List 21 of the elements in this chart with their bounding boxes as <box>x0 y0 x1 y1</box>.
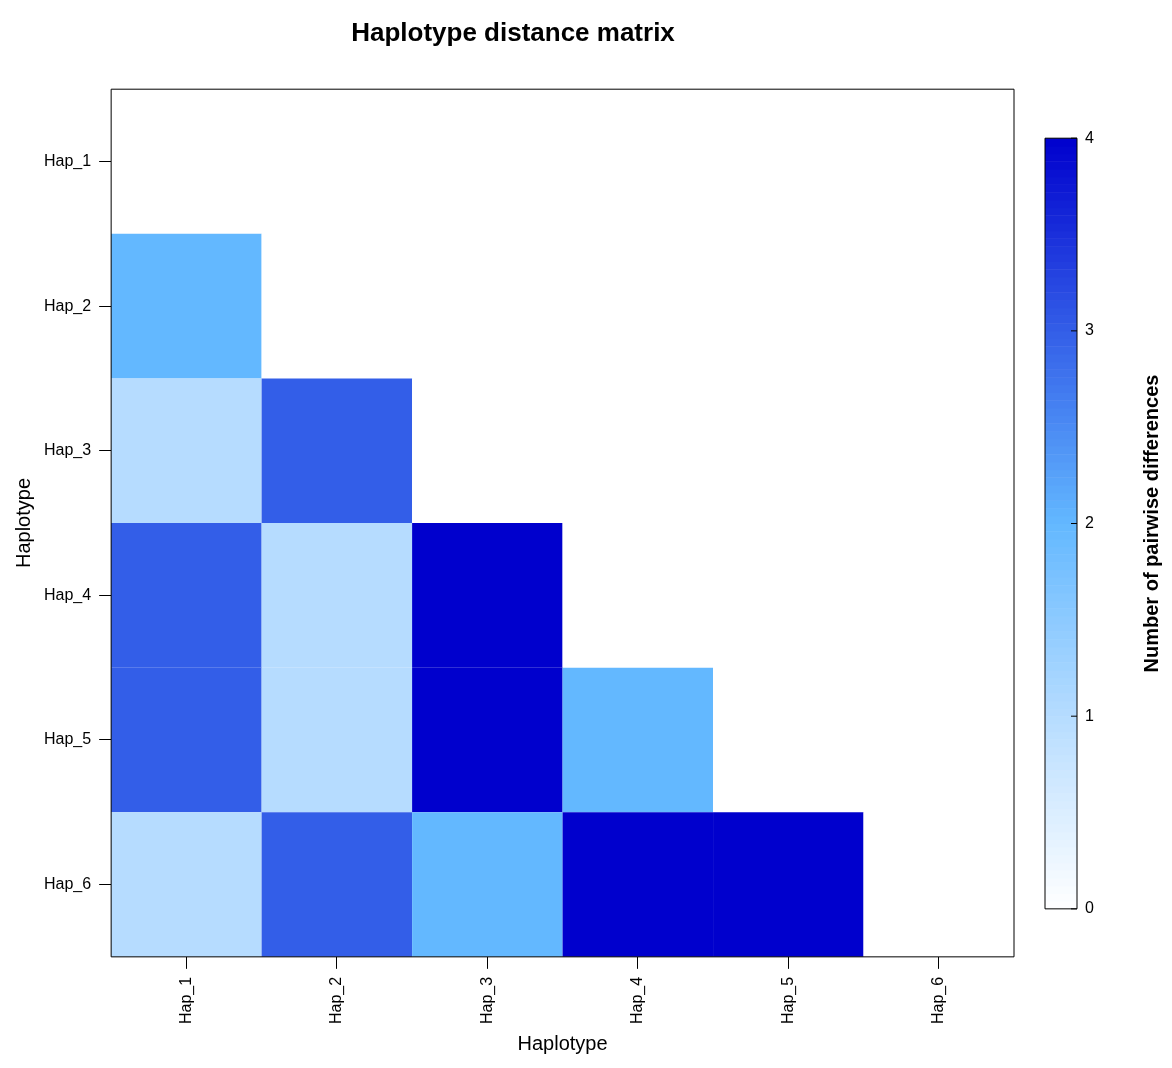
x-tick-label: Hap_1 <box>176 976 195 1025</box>
x-axis-title: Haplotype <box>517 1031 608 1054</box>
color-bar-title: Number of pairwise differences <box>1139 374 1162 673</box>
color-bar-label: 0 <box>1085 899 1094 917</box>
y-tick-label: Hap_3 <box>43 441 92 460</box>
color-bar-label: 4 <box>1085 128 1094 146</box>
y-axis-title: Haplotype <box>11 477 34 569</box>
x-tick-label: Hap_4 <box>628 976 647 1025</box>
y-tick-label: Hap_5 <box>43 730 92 749</box>
y-tick-label: Hap_2 <box>43 296 92 315</box>
color-bar-label: 3 <box>1085 321 1094 339</box>
chart-title: Haplotype distance matrix <box>351 16 676 47</box>
x-tick-label: Hap_3 <box>477 976 496 1025</box>
color-bar-label: 1 <box>1085 706 1094 724</box>
x-tick-label: Hap_5 <box>778 976 797 1025</box>
color-bar-label: 2 <box>1085 513 1094 531</box>
y-tick-label: Hap_6 <box>43 874 92 893</box>
y-tick-label: Hap_4 <box>43 585 92 604</box>
x-tick-label: Hap_2 <box>327 976 346 1025</box>
x-tick-label: Hap_6 <box>929 976 948 1025</box>
y-tick-label: Hap_1 <box>43 151 92 170</box>
